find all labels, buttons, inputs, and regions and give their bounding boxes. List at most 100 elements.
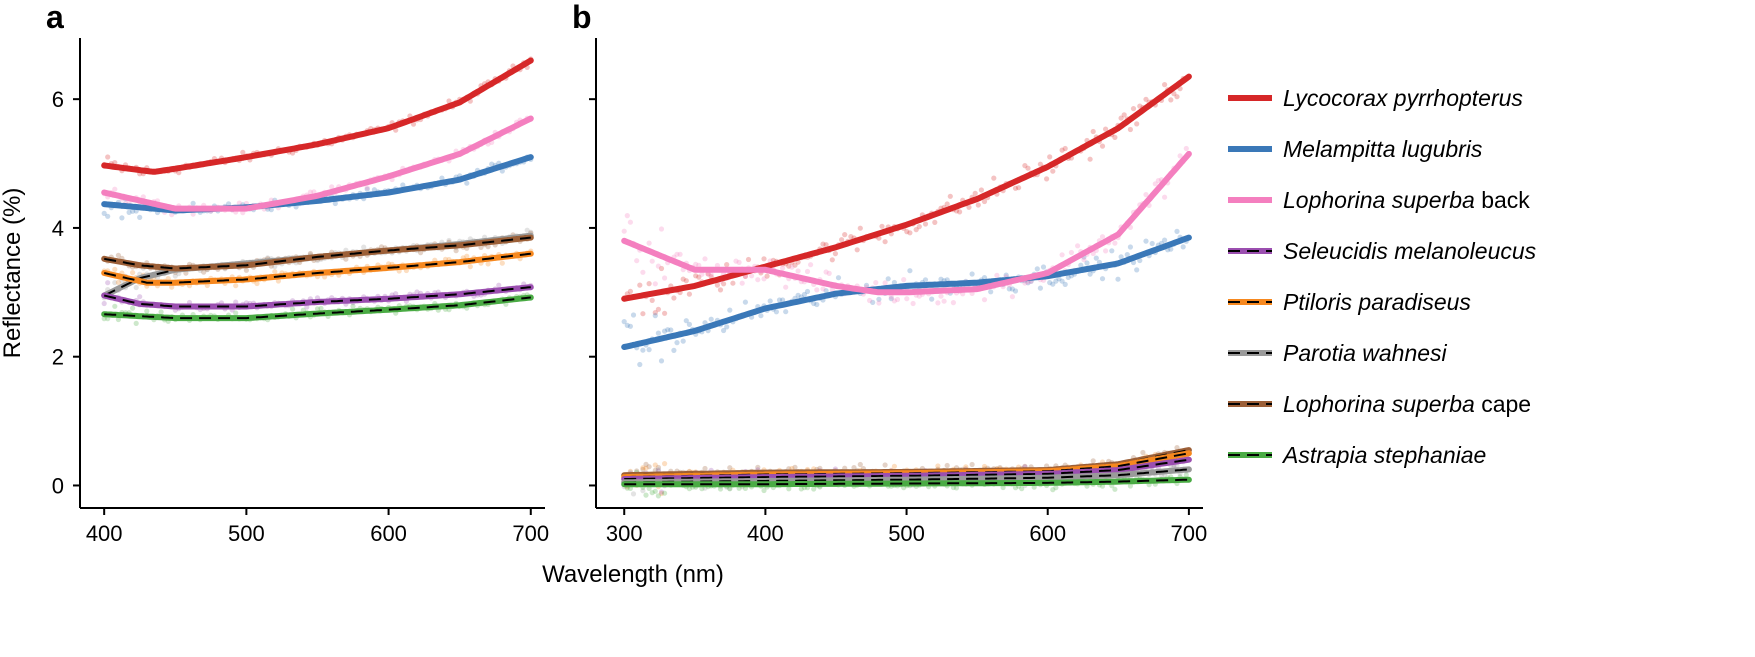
scatter-point: [938, 293, 944, 299]
scatter-point: [485, 261, 491, 267]
scatter-point: [671, 347, 677, 353]
scatter-point: [677, 251, 683, 257]
scatter-point: [410, 121, 417, 127]
scatter-point: [761, 276, 767, 282]
scatter-lycocorax-pyrrhopterus-a: [101, 56, 534, 177]
legend-species: Parotia wahnesi: [1283, 340, 1448, 366]
scatter-point: [811, 486, 817, 492]
scatter-point: [882, 462, 888, 468]
scatter-point: [693, 261, 699, 267]
scatter-point: [1087, 156, 1093, 162]
scatter-point: [854, 247, 860, 253]
scatter-point: [981, 297, 988, 303]
legend-species: Astrapia stephaniae: [1281, 442, 1486, 468]
scatter-point: [829, 257, 835, 263]
panel-label-a: a: [46, 0, 64, 35]
scatter-point: [655, 493, 662, 499]
scatter-point: [1112, 486, 1118, 492]
scatter-point: [1162, 82, 1168, 88]
scatter-point: [630, 312, 637, 318]
scatter-point: [981, 198, 988, 205]
scatter-point: [1087, 271, 1093, 277]
scatter-point: [755, 277, 761, 283]
scatter-point: [901, 277, 907, 283]
scatter-point: [804, 288, 811, 295]
scatter-point: [857, 461, 863, 468]
scatter-point: [1016, 185, 1022, 191]
legend-label: Astrapia stephaniae: [1281, 442, 1486, 468]
scatter-point: [686, 291, 693, 297]
scatter-point: [832, 251, 839, 257]
scatter-point: [1012, 185, 1019, 191]
scatter-point: [798, 486, 804, 492]
scatter-point: [624, 322, 630, 328]
scatter-point: [637, 282, 643, 288]
scatter-point: [130, 270, 136, 276]
scatter-point: [137, 214, 143, 220]
scatter-point: [941, 298, 947, 304]
scatter-point: [658, 490, 665, 497]
scatter-point: [950, 300, 957, 306]
scatter-point: [243, 267, 249, 273]
series-line-melampitta-lugubris-b: [621, 234, 1192, 350]
scatter-point: [643, 492, 649, 498]
scatter-point: [749, 273, 755, 279]
scatter-point: [236, 200, 242, 206]
series-line-lophorina-superba-back-b: [621, 150, 1192, 296]
scatter-point: [637, 361, 643, 368]
scatter-point: [414, 289, 420, 295]
scatter-point: [268, 207, 274, 213]
scatter-point: [978, 187, 985, 193]
scatter-point: [1034, 266, 1040, 272]
scatter-point: [823, 288, 829, 294]
scatter-point: [1040, 264, 1047, 270]
scatter-point: [272, 264, 278, 270]
scatter-point: [133, 284, 139, 291]
scatter-point: [876, 296, 882, 302]
scatter-point: [863, 282, 870, 288]
scatter-point: [640, 466, 646, 472]
scatter-point: [640, 269, 646, 275]
scatter-point: [630, 491, 637, 497]
scatter-point: [1012, 288, 1019, 294]
scatter-point: [343, 256, 349, 262]
scatter-point: [1022, 163, 1028, 169]
scatter-point: [1162, 194, 1168, 200]
scatter-point: [668, 327, 674, 333]
scatter-point: [499, 168, 505, 174]
scatter-point: [804, 268, 811, 275]
scatter-point: [879, 223, 885, 229]
scatter-point: [621, 228, 627, 234]
y-tick-label-6: 6: [52, 87, 64, 112]
x-tick-label-700: 700: [1171, 521, 1208, 546]
scatter-point: [876, 300, 882, 306]
scatter-point: [364, 186, 370, 192]
scatter-point: [814, 287, 820, 293]
scatter-point: [891, 279, 898, 286]
scatter-point: [686, 486, 693, 492]
scatter-point: [1047, 280, 1053, 286]
scatter-point: [935, 300, 941, 306]
scatter-point: [761, 487, 767, 494]
scatter-point: [882, 280, 888, 286]
scatter-point: [1062, 145, 1068, 152]
scatter-point: [773, 309, 780, 315]
scatter-point: [947, 193, 953, 199]
legend-species: Melampitta lugubris: [1283, 136, 1483, 162]
scatter-point: [1137, 257, 1143, 264]
series-line-astrapia-stephaniae-b: [621, 476, 1192, 488]
scatter-point: [739, 280, 745, 286]
x-tick-label-700: 700: [512, 521, 549, 546]
scatter-point: [1140, 449, 1146, 456]
scatter-point: [851, 465, 857, 471]
scatter-point: [634, 258, 640, 264]
scatter-point: [814, 301, 820, 308]
scatter-point: [969, 271, 975, 277]
scatter-point: [1059, 147, 1065, 153]
scatter-point: [643, 465, 649, 471]
scatter-point: [640, 347, 646, 353]
scatter-point: [944, 462, 950, 469]
scatter-point: [1134, 121, 1140, 127]
scatter-point: [627, 323, 634, 329]
scatter-point: [652, 462, 658, 468]
